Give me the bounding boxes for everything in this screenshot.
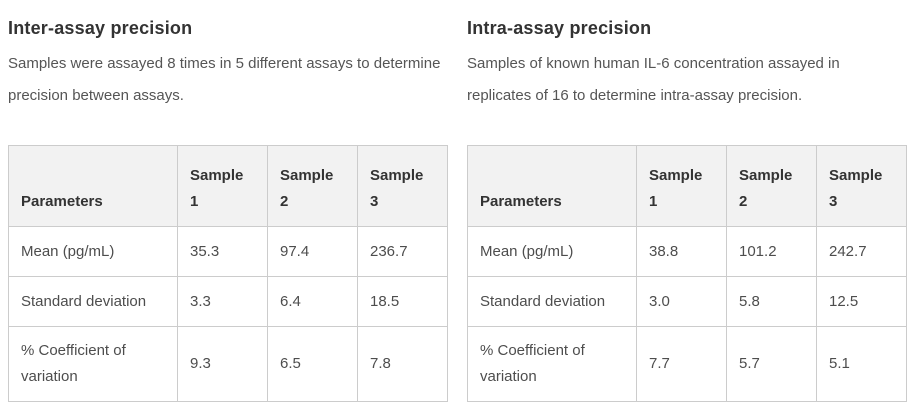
cell-value: 35.3 [177, 226, 268, 277]
inter-assay-title: Inter-assay precision [8, 18, 193, 38]
table-header-row: Parameters Sample 1 Sample 2 Sample 3 [467, 145, 907, 227]
cell-value: 5.1 [816, 326, 907, 402]
column-header-parameters: Parameters [8, 145, 178, 227]
cell-value: 7.7 [636, 326, 727, 402]
cell-value: 236.7 [357, 226, 448, 277]
cell-value: 38.8 [636, 226, 727, 277]
column-header-sample-2: Sample 2 [267, 145, 358, 227]
cell-value: 5.8 [726, 276, 817, 327]
intra-assay-table: Parameters Sample 1 Sample 2 Sample 3 Me… [467, 145, 907, 402]
cell-value: 242.7 [816, 226, 907, 277]
intra-assay-title: Intra-assay precision [467, 18, 652, 38]
intra-assay-section: Intra-assay precision Samples of known h… [467, 10, 907, 408]
cell-value: 3.3 [177, 276, 268, 327]
column-header-sample-1: Sample 1 [636, 145, 727, 227]
cell-value: 12.5 [816, 276, 907, 327]
cell-value: 5.7 [726, 326, 817, 402]
row-label: % Coefficient of variation [467, 326, 637, 402]
cell-value: 6.5 [267, 326, 358, 402]
cell-value: 3.0 [636, 276, 727, 327]
row-label: Standard deviation [467, 276, 637, 327]
table-row: Mean (pg/mL) 38.8 101.2 242.7 [467, 226, 907, 277]
table-row: Standard deviation 3.3 6.4 18.5 [8, 276, 448, 327]
row-label: % Coefficient of variation [8, 326, 178, 402]
table-row: % Coefficient of variation 9.3 6.5 7.8 [8, 326, 448, 402]
column-header-sample-1: Sample 1 [177, 145, 268, 227]
cell-value: 18.5 [357, 276, 448, 327]
cell-value: 6.4 [267, 276, 358, 327]
table-row: Standard deviation 3.0 5.8 12.5 [467, 276, 907, 327]
intra-assay-description: Samples of known human IL-6 concentratio… [467, 55, 840, 104]
column-header-parameters: Parameters [467, 145, 637, 227]
inter-assay-table: Parameters Sample 1 Sample 2 Sample 3 Me… [8, 145, 448, 402]
column-header-sample-2: Sample 2 [726, 145, 817, 227]
inter-assay-section: Inter-assay precision Samples were assay… [8, 10, 448, 408]
cell-value: 7.8 [357, 326, 448, 402]
table-header-row: Parameters Sample 1 Sample 2 Sample 3 [8, 145, 448, 227]
table-row: Mean (pg/mL) 35.3 97.4 236.7 [8, 226, 448, 277]
row-label: Standard deviation [8, 276, 178, 327]
row-label: Mean (pg/mL) [467, 226, 637, 277]
cell-value: 9.3 [177, 326, 268, 402]
cell-value: 97.4 [267, 226, 358, 277]
column-header-sample-3: Sample 3 [816, 145, 907, 227]
inter-assay-description: Samples were assayed 8 times in 5 differ… [8, 55, 441, 104]
cell-value: 101.2 [726, 226, 817, 277]
table-row: % Coefficient of variation 7.7 5.7 5.1 [467, 326, 907, 402]
row-label: Mean (pg/mL) [8, 226, 178, 277]
column-header-sample-3: Sample 3 [357, 145, 448, 227]
